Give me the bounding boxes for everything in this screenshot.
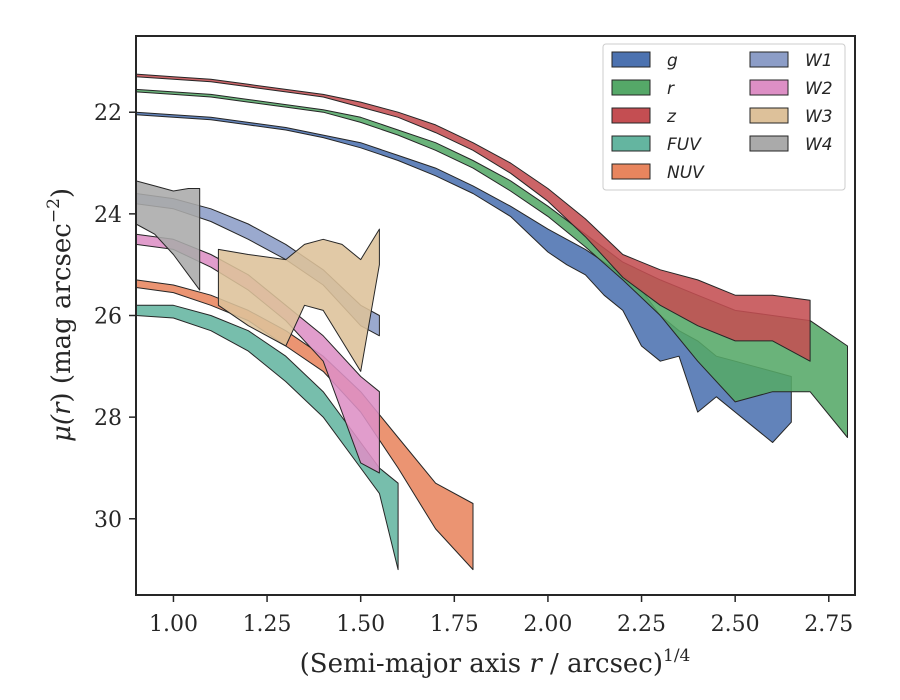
legend-label-w2: W2 — [805, 79, 833, 99]
x-tick-label: 1.75 — [430, 612, 479, 637]
legend-label-nuv: NUV — [667, 163, 705, 183]
y-tick-label: 30 — [94, 508, 122, 533]
y-tick-label: 28 — [94, 406, 122, 431]
y-tick-label: 26 — [94, 305, 122, 330]
profile-bands — [136, 73, 848, 571]
band-w3 — [217, 228, 380, 372]
x-axis-ticks: 1.00 1.25 1.50 1.75 2.00 2.25 2.50 2.75 — [149, 595, 853, 637]
legend-label-r: r — [667, 79, 675, 99]
legend-swatch-w1 — [749, 51, 789, 68]
x-tick-label: 1.00 — [149, 612, 198, 637]
legend-label-g: g — [667, 51, 678, 71]
band-g — [136, 111, 792, 443]
x-tick-label: 2.25 — [617, 612, 666, 637]
y-axis-ticks: 22 24 26 28 30 — [94, 101, 136, 533]
legend-swatch-z — [611, 107, 651, 124]
x-tick-label: 2.00 — [523, 612, 572, 637]
legend: grz FUV NUV W1 W2 W3 W4 — [602, 43, 846, 191]
x-axis-title: (Semi-major axis r / arcsec)1/4 — [300, 646, 691, 679]
legend-swatch-w2 — [749, 79, 789, 96]
x-tick-label: 1.50 — [336, 612, 385, 637]
legend-label-fuv: FUV — [667, 135, 702, 155]
legend-swatch-r — [611, 79, 651, 96]
legend-swatch-nuv — [611, 163, 651, 180]
x-tick-label: 1.25 — [243, 612, 292, 637]
legend-swatch-w4 — [749, 135, 789, 152]
legend-label-w4: W4 — [805, 135, 833, 155]
legend-swatch-fuv — [611, 135, 651, 152]
y-tick-label: 24 — [94, 203, 122, 228]
y-axis-title: μ(r) (mag arcsec−2) — [44, 188, 77, 442]
band-r — [136, 88, 848, 438]
legend-label-w3: W3 — [805, 107, 833, 127]
legend-swatch-g — [611, 51, 651, 68]
y-tick-label: 22 — [94, 101, 122, 126]
band-w4 — [136, 180, 201, 291]
x-tick-label: 2.75 — [804, 612, 853, 637]
band-z — [136, 73, 811, 362]
legend-label-w1: W1 — [805, 51, 833, 71]
band-fuv — [136, 304, 399, 571]
x-tick-label: 2.50 — [711, 612, 760, 637]
legend-label-z: z — [666, 107, 677, 127]
legend-swatch-w3 — [749, 107, 789, 124]
